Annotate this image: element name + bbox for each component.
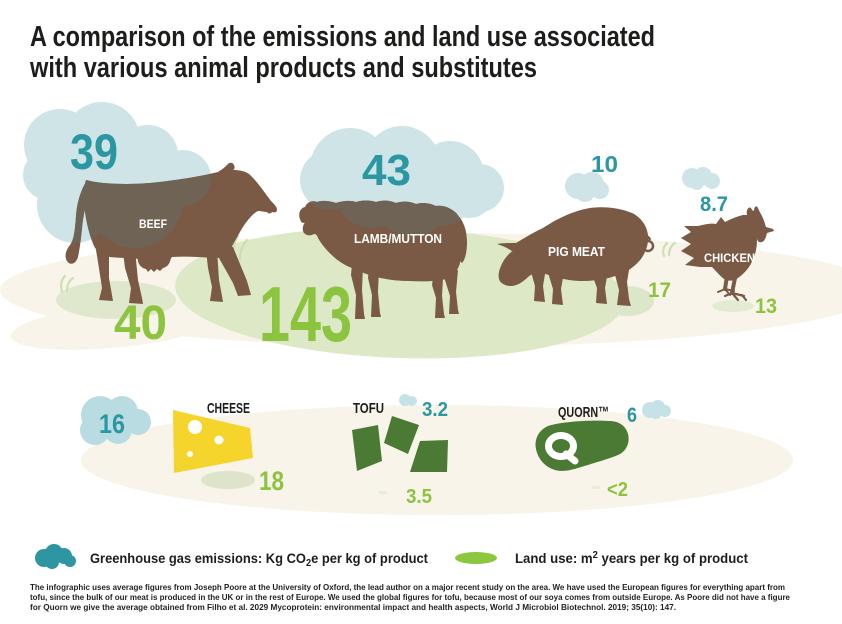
svg-text:Land use: m2 years per kg of: Land use: m2 years per kg of product	[515, 550, 748, 566]
svg-text:Greenhouse gas emissions: Kg C: Greenhouse gas emissions: Kg CO2e per kg…	[90, 550, 428, 569]
svg-text:6: 6	[627, 404, 637, 427]
svg-text:143: 143	[259, 270, 352, 358]
svg-text:10: 10	[591, 151, 618, 177]
svg-text:40: 40	[114, 297, 167, 350]
svg-text:18: 18	[259, 466, 284, 496]
svg-text:A comparison of the emissions: A comparison of the emissions and land u…	[30, 21, 655, 53]
svg-text:16: 16	[99, 409, 125, 439]
svg-text:<2: <2	[607, 479, 628, 501]
svg-text:17: 17	[648, 279, 671, 302]
svg-text:PIG MEAT: PIG MEAT	[548, 244, 605, 259]
svg-text:The infographic uses average f: The infographic uses average figures fro…	[30, 582, 785, 592]
svg-text:3.2: 3.2	[422, 399, 448, 421]
svg-text:8.7: 8.7	[700, 193, 728, 216]
svg-text:tofu, since the bulk of our me: tofu, since the bulk of our meat is prod…	[30, 592, 790, 602]
svg-text:3.5: 3.5	[406, 486, 432, 508]
svg-text:LAMB/MUTTON: LAMB/MUTTON	[354, 231, 442, 246]
svg-text:CHEESE: CHEESE	[207, 400, 250, 417]
svg-text:43: 43	[362, 146, 411, 195]
svg-text:QUORN™: QUORN™	[558, 404, 609, 421]
svg-text:39: 39	[70, 124, 118, 180]
svg-text:for Quorn we give the average: for Quorn we give the average obtained f…	[30, 602, 676, 612]
svg-text:13: 13	[755, 295, 777, 318]
svg-text:with various animal products a: with various animal products and substit…	[29, 52, 537, 84]
svg-text:CHICKEN: CHICKEN	[704, 251, 755, 265]
svg-text:BEEF: BEEF	[139, 217, 167, 231]
svg-text:TOFU: TOFU	[353, 400, 384, 417]
